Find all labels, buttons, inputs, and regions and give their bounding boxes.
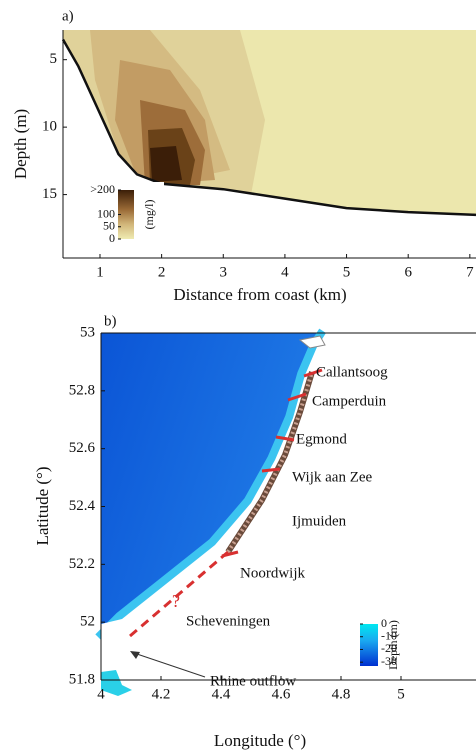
x-tick-label: 2 xyxy=(158,264,166,280)
colorbar-tick-label: >200 xyxy=(90,182,115,196)
panel-label: a) xyxy=(62,8,74,24)
x-tick-label: 3 xyxy=(220,264,228,280)
y-tick-label: 52.4 xyxy=(69,498,96,514)
x-tick-label: 7 xyxy=(466,264,474,280)
colorbar-tick-label: -20 xyxy=(381,641,397,655)
place-label: Callantsoog xyxy=(316,364,388,380)
place-label: Noordwijk xyxy=(240,565,305,581)
place-label: ? xyxy=(172,591,180,611)
y-axis-label: Depth (m) xyxy=(11,109,30,179)
colorbar-label: (mg/l) xyxy=(142,200,156,230)
colorbar xyxy=(118,190,134,239)
y-tick-label: 53 xyxy=(80,324,95,340)
x-tick-label: 1 xyxy=(96,264,104,280)
y-tick-label: 5 xyxy=(50,51,58,67)
place-label: Scheveningen xyxy=(186,613,271,629)
place-label: Rhine outflow xyxy=(210,673,296,689)
colorbar-tick-label: 0 xyxy=(381,616,387,630)
y-tick-label: 52.2 xyxy=(69,556,95,572)
x-tick-label: 5 xyxy=(343,264,351,280)
place-label: Camperduin xyxy=(312,393,387,409)
colorbar-tick-label: -30 xyxy=(381,654,397,668)
colorbar-label: Depth (m) xyxy=(386,620,400,670)
panel-label: b) xyxy=(104,313,117,329)
y-axis-label: Latitude (°) xyxy=(33,466,52,545)
x-tick-label: 4.8 xyxy=(332,686,351,702)
y-tick-label: 10 xyxy=(42,119,57,135)
colorbar-tick-label: 50 xyxy=(103,219,115,233)
y-tick-label: 51.8 xyxy=(69,671,95,687)
x-tick-label: 4.6 xyxy=(272,686,291,702)
x-axis-label: Longitude (°) xyxy=(214,731,306,750)
y-tick-label: 52 xyxy=(80,614,95,630)
colorbar-tick-label: 100 xyxy=(97,206,115,220)
x-tick-label: 4 xyxy=(97,686,105,702)
y-tick-label: 52.6 xyxy=(69,440,96,456)
x-tick-label: 5 xyxy=(397,686,405,702)
x-tick-label: 6 xyxy=(404,264,412,280)
y-tick-label: 52.8 xyxy=(69,382,95,398)
x-tick-label: 4.4 xyxy=(212,686,231,702)
seabed-area xyxy=(63,39,476,258)
x-tick-label: 4 xyxy=(281,264,289,280)
place-label: Ijmuiden xyxy=(292,513,347,529)
transect xyxy=(129,368,323,678)
colorbar xyxy=(360,624,378,666)
y-tick-label: 15 xyxy=(42,186,57,202)
map xyxy=(95,328,476,696)
place-label: Egmond xyxy=(296,431,347,447)
x-axis-label: Distance from coast (km) xyxy=(173,285,346,304)
colorbar-tick-label: -10 xyxy=(381,628,397,642)
colorbar-tick-label: 0 xyxy=(109,231,115,245)
x-tick-label: 4.2 xyxy=(152,686,171,702)
place-label: Wijk aan Zee xyxy=(292,469,373,485)
